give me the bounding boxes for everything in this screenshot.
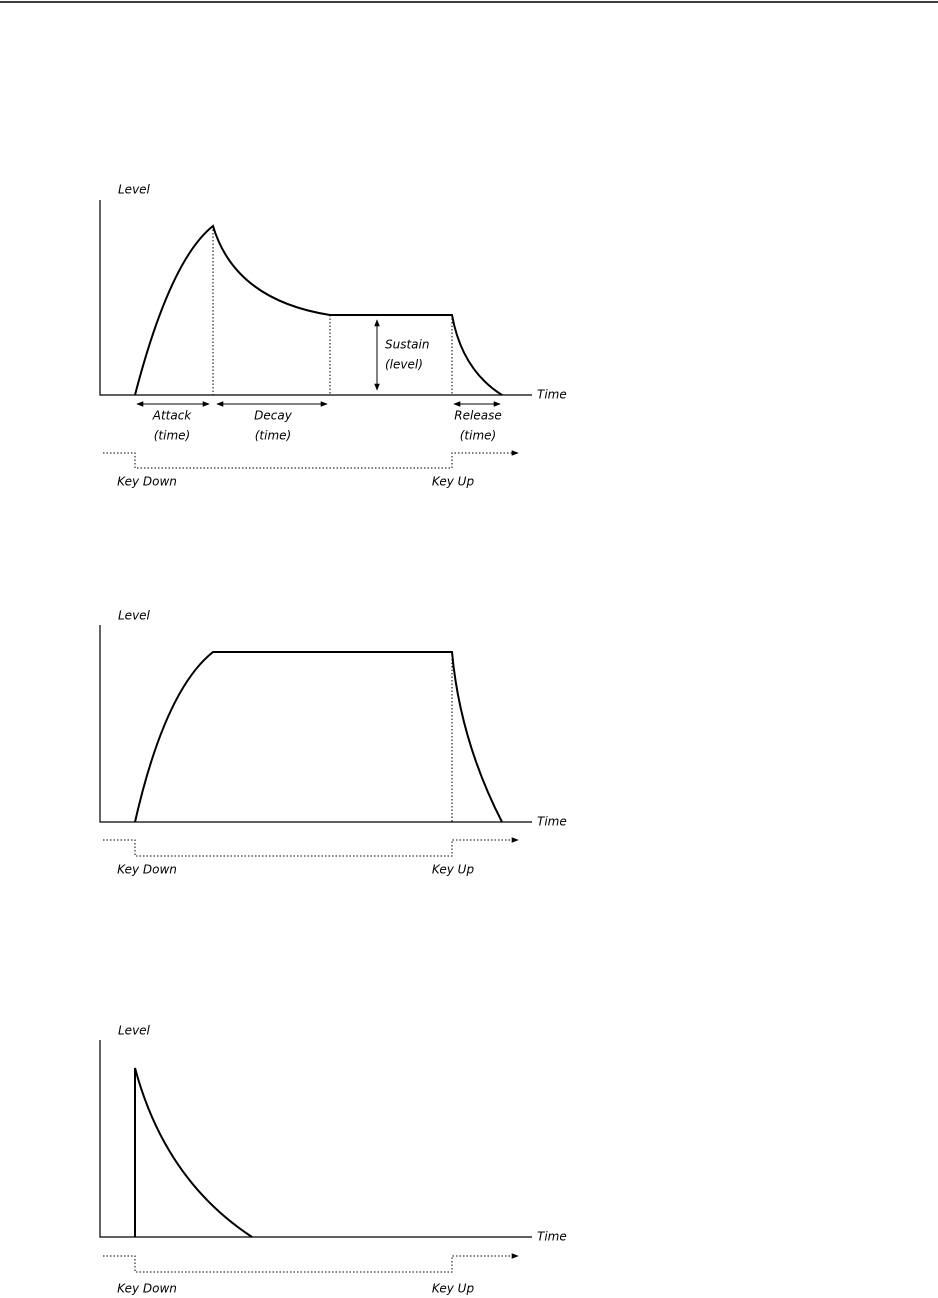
key-down-label: Key Down [117,1282,177,1296]
envelope [134,1067,253,1238]
time-label: Time [537,1230,567,1244]
sustain-diagram: Level Time Key Down Key Up [99,609,567,877]
time-label: Time [537,388,567,402]
level-label: Level [118,609,151,623]
axes [99,625,532,823]
stage-label: Sustain [385,338,429,352]
key-up-label: Key Up [432,1282,475,1296]
axes [99,1040,532,1238]
stage-label: Decay [254,409,293,423]
level-label: Level [118,1024,151,1038]
stage-label: (level) [385,358,423,372]
key-gate [103,837,519,857]
stage-label: (time) [255,429,291,443]
key-up-label: Key Up [432,475,475,489]
key-gate [103,450,519,469]
time-label: Time [537,815,567,829]
stage-label: (time) [154,429,190,443]
envelope [134,224,503,396]
key-up-label: Key Up [432,863,475,877]
envelope [134,651,503,823]
stage-label: Release [454,409,501,423]
percussive-diagram: Level Time Key Down Key Up [99,1024,567,1296]
stage-label: Attack [152,409,193,423]
level-label: Level [118,183,151,197]
key-down-label: Key Down [117,863,177,877]
stage-label: (time) [460,429,496,443]
key-gate [103,1253,519,1273]
stage-dividers [212,226,453,395]
adsr-diagram: Level Time Sustain (level) Attack (time)… [99,183,567,489]
key-down-label: Key Down [117,475,177,489]
axes [99,200,532,396]
